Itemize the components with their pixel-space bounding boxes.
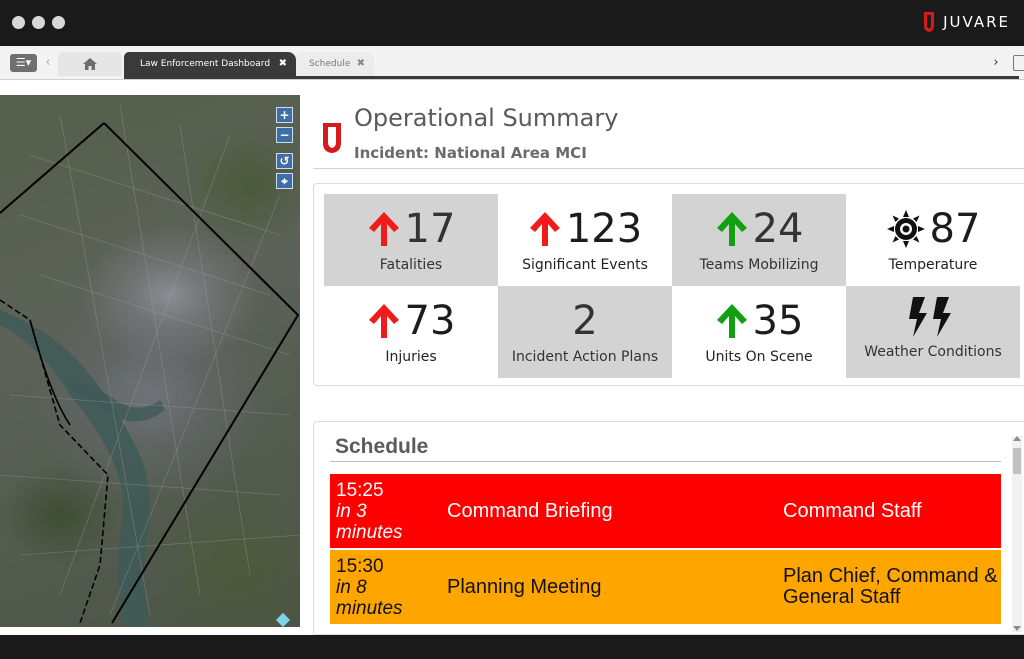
metric-value: 2 [572,298,598,344]
schedule-row[interactable]: 15:30 in 8 minutes Planning Meeting Plan… [330,550,1001,624]
metric-label: Temperature [888,257,978,273]
window-close-dot[interactable] [12,16,25,29]
metric-label: Injuries [385,349,437,365]
schedule-event: Planning Meeting [447,576,602,598]
tab-bar: ☰▾ ‹ Law Enforcement Dashboard ✖ Schedul… [0,46,1024,80]
schedule-relative-time: in 8 minutes [336,577,403,619]
metric-tile-injuries[interactable]: 73 Injuries [324,286,498,378]
tab-law-enforcement-dashboard[interactable]: Law Enforcement Dashboard ✖ [124,52,296,76]
home-icon [83,58,97,70]
window-titlebar: JUVARE [0,0,1024,46]
tab-label: Law Enforcement Dashboard [140,59,271,69]
tab-schedule[interactable]: Schedule ✖ [296,52,374,76]
window-controls [12,16,65,29]
schedule-event: Command Briefing [447,500,613,522]
lightning-icon [909,297,951,337]
schedule-attendees: Command Staff [783,500,922,522]
schedule-attendees: Plan Chief, Command & General Staff [783,565,998,608]
metric-value: 73 [404,298,456,344]
zoom-out-button[interactable]: − [276,127,293,143]
schedule-relative-time: in 3 minutes [336,501,403,543]
locate-button[interactable]: ⌖ [276,173,293,189]
chevron-left-icon[interactable]: ‹ [45,55,51,70]
tab-label: Schedule [309,59,351,69]
schedule-time: 15:25 [336,480,384,501]
summary-header: Operational Summary Incident: National A… [313,86,1024,169]
close-icon[interactable]: ✖ [278,58,287,69]
juvare-logo-icon [323,123,341,153]
juvare-logo-icon [924,12,935,32]
brand-logo: JUVARE [922,11,1010,33]
rotate-reset-button[interactable]: ↺ [276,153,293,169]
arrow-up-icon [368,304,399,338]
window-icon[interactable] [1013,55,1024,71]
incident-subtitle: Incident: National Area MCI [354,144,587,162]
map-overlay [0,104,300,627]
window-footer [0,635,1024,659]
satellite-map[interactable]: + − ↺ ⌖ [0,95,300,627]
scroll-up-icon[interactable] [1013,436,1021,441]
metric-value: 24 [752,206,804,252]
metric-tile-temperature[interactable]: 87 Temperature [846,194,1020,286]
metric-label: Units On Scene [705,349,813,365]
schedule-time: 15:30 [336,556,384,577]
window-minimize-dot[interactable] [32,16,45,29]
metric-tile-incident-action-plans[interactable]: 2 Incident Action Plans [498,286,672,378]
metric-value: 123 [565,206,643,252]
metric-value: 35 [752,298,804,344]
metric-label: Incident Action Plans [511,349,659,365]
brand-name: JUVARE [943,13,1010,31]
window-maximize-dot[interactable] [52,16,65,29]
metric-label: Weather Conditions [864,344,1002,360]
arrow-up-icon [368,212,399,246]
arrow-up-icon [529,212,560,246]
schedule-scrollbar[interactable] [1012,436,1022,632]
arrow-up-icon [716,212,747,246]
metric-value: 87 [929,206,981,252]
metric-tile-teams-mobilizing[interactable]: 24 Teams Mobilizing [672,194,846,286]
sun-icon [886,210,925,248]
scroll-down-icon[interactable] [1013,626,1021,631]
hamburger-menu-button[interactable]: ☰▾ [10,54,37,72]
tab-home[interactable] [58,52,122,76]
metric-label: Significant Events [522,257,648,273]
metric-label: Teams Mobilizing [699,257,819,273]
tab-underline [124,76,1019,79]
schedule-panel: Schedule 15:25 in 3 minutes Command Brie… [313,421,1024,635]
schedule-row[interactable]: 15:25 in 3 minutes Command Briefing Comm… [330,474,1001,548]
zoom-in-button[interactable]: + [276,107,293,123]
dashboard-content: + − ↺ ⌖ Operational Summary Incident: Na… [0,80,1024,635]
metric-value: 17 [404,206,456,252]
chevron-right-icon[interactable]: › [993,55,999,70]
metric-tile-fatalities[interactable]: 17 Fatalities [324,194,498,286]
metric-tile-weather-conditions[interactable]: Weather Conditions [846,286,1020,378]
metric-tile-units-on-scene[interactable]: 35 Units On Scene [672,286,846,378]
close-icon[interactable]: ✖ [356,58,365,69]
metrics-panel: 17 Fatalities 123 Significant Events 24 … [313,183,1024,386]
arrow-up-icon [716,304,747,338]
schedule-title: Schedule [335,435,429,458]
page-title: Operational Summary [354,104,619,132]
metric-label: Fatalities [379,257,443,273]
metric-tile-significant-events[interactable]: 123 Significant Events [498,194,672,286]
divider [330,461,1001,462]
scroll-thumb[interactable] [1013,448,1021,474]
